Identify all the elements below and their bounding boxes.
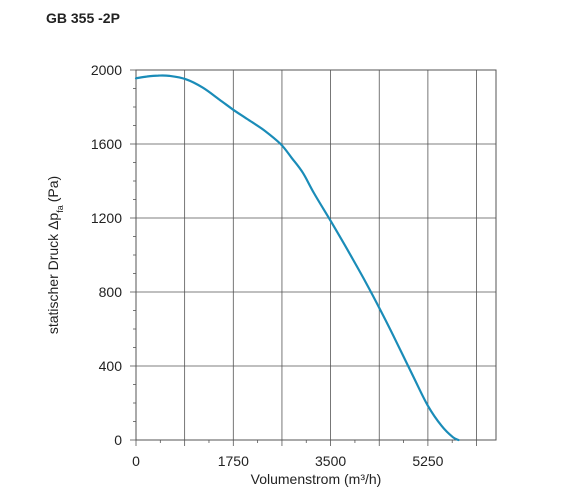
y-axis-label-sub: fa	[55, 205, 65, 213]
y-tick-label: 800	[99, 284, 123, 300]
x-tick-label: 1750	[218, 453, 249, 469]
y-axis-label: statischer Druck Δpfa (Pa)	[45, 176, 65, 334]
y-tick-label: 1600	[91, 136, 122, 152]
y-tick-label: 0	[114, 432, 122, 448]
chart-title: GB 355 -2P	[46, 10, 120, 26]
y-tick-label: 400	[99, 358, 123, 374]
grid-layer	[135, 69, 496, 441]
y-axis-label-unit: (Pa)	[45, 176, 61, 202]
y-axis-label-main: statischer Druck Δp	[45, 213, 61, 335]
series-line	[134, 74, 460, 442]
x-tick-label: 5250	[412, 453, 443, 469]
x-tick-label: 3500	[315, 453, 346, 469]
label-layer: 0 1750 3500 5250 0 400 800 1200 1600 2000	[91, 62, 444, 469]
plot-frame	[135, 69, 497, 441]
x-axis-label: Volumenstrom (m³/h)	[251, 471, 382, 487]
y-tick-label: 2000	[91, 62, 122, 78]
y-tick-label: 1200	[91, 210, 122, 226]
tick-layer	[130, 69, 477, 446]
x-tick-label: 0	[132, 453, 140, 469]
